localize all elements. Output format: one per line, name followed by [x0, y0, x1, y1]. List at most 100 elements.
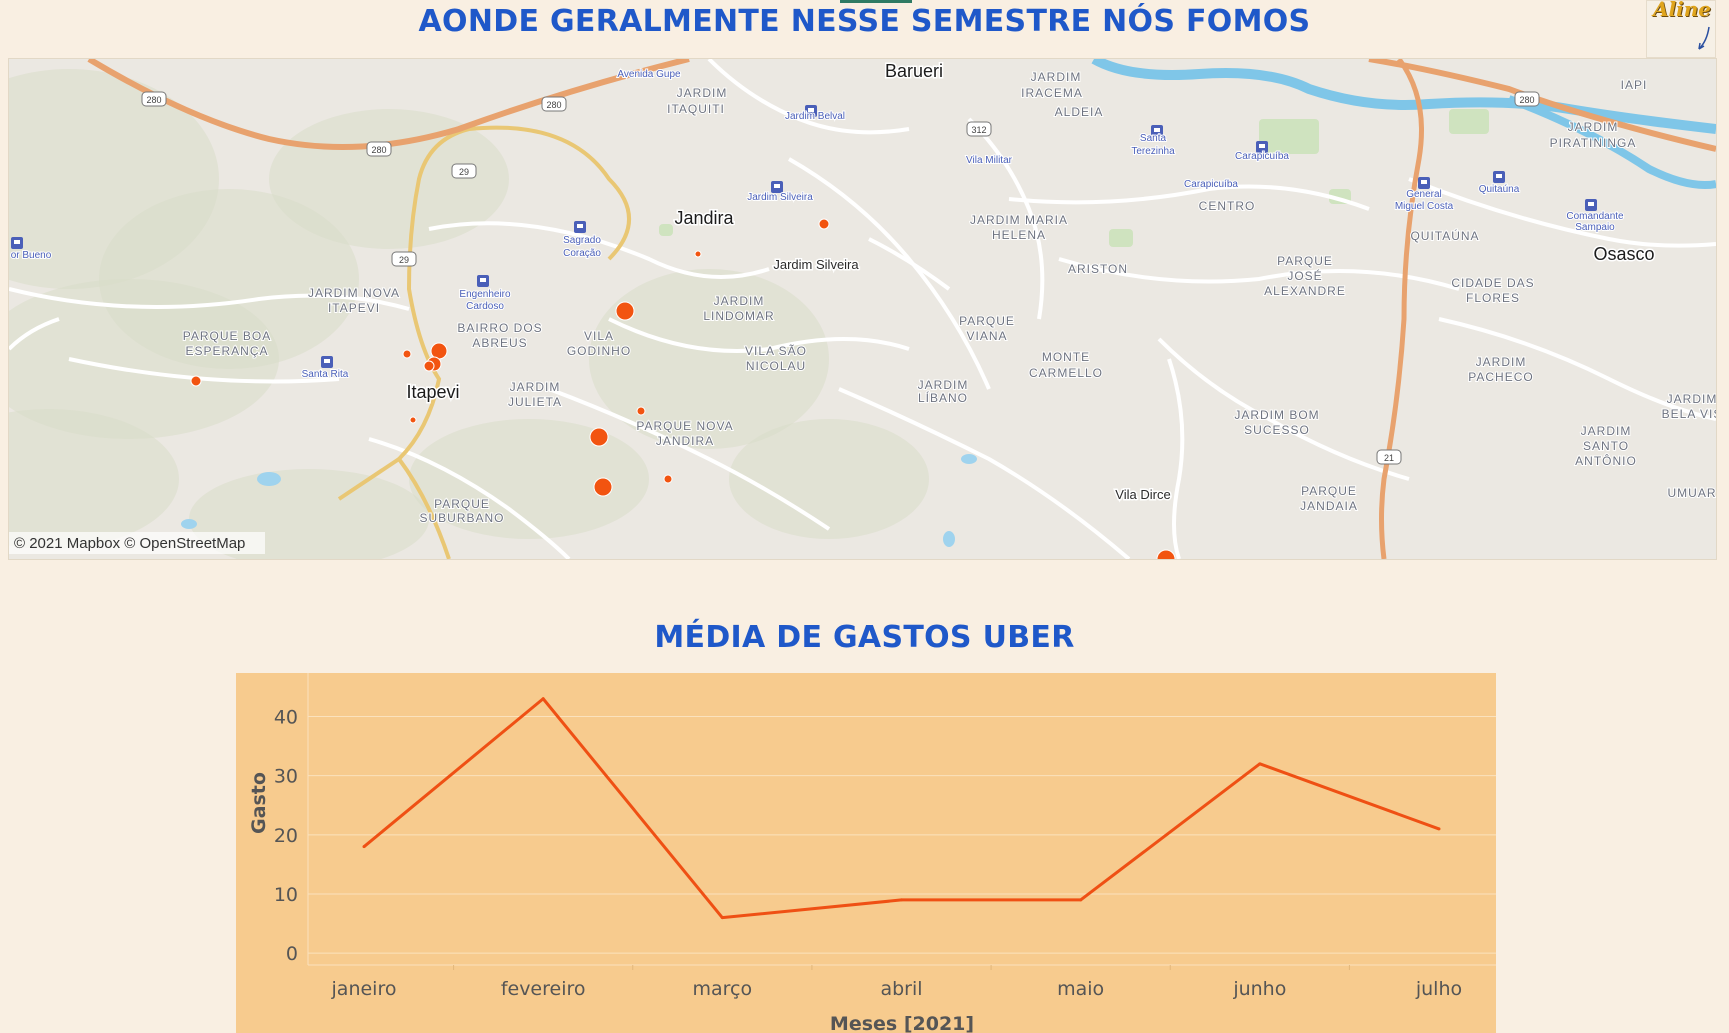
- road-shield: 280: [141, 91, 167, 107]
- x-tick-label: março: [693, 978, 753, 1000]
- data-point: [900, 898, 903, 902]
- map-place-label: ITAPEVI: [328, 301, 380, 315]
- road-shield-box: [1514, 91, 1540, 107]
- map-place-label: SUCESSO: [1244, 423, 1310, 437]
- highway: [1379, 59, 1424, 559]
- road-shield: 312: [966, 121, 992, 137]
- visit-marker[interactable]: [663, 474, 673, 484]
- train-station-icon: [805, 105, 817, 117]
- map-place-label: Cardoso: [466, 301, 504, 312]
- map-place-label: Terezinha: [1131, 146, 1175, 157]
- train-station-icon: [1585, 199, 1597, 211]
- street: [428, 221, 770, 279]
- train-station-icon: [1256, 141, 1268, 153]
- map-place-label: Santa Rita: [302, 369, 349, 380]
- road-shield: 280: [541, 96, 567, 112]
- line-chart: 0 10 20 30 40 Gasto janeiro fevereiro março abril…: [236, 673, 1496, 1033]
- visit-marker[interactable]: [409, 416, 417, 424]
- map-place-label: ALEXANDRE: [1264, 284, 1346, 298]
- map-place-label: IRACEMA: [1021, 86, 1083, 100]
- map-place-label: PARQUE: [1301, 484, 1357, 498]
- park-area: [659, 224, 673, 236]
- arrow-icon: [1698, 26, 1710, 50]
- visit-marker[interactable]: [615, 301, 635, 321]
- avatar[interactable]: Aline: [1646, 0, 1716, 58]
- visit-marker[interactable]: [402, 349, 412, 359]
- y-axis-label: Gasto: [248, 772, 270, 834]
- road-regional: [337, 457, 401, 501]
- visit-marker[interactable]: [589, 427, 609, 447]
- map-place-label: Avenida Gupe: [617, 69, 681, 80]
- map-place-label: HELENA: [992, 228, 1046, 242]
- street: [1157, 337, 1410, 481]
- lake: [943, 531, 955, 547]
- map-place-label: JANDIRA: [656, 434, 714, 448]
- visit-marker[interactable]: [636, 406, 646, 416]
- road-shield: 280: [1514, 91, 1540, 107]
- map-place-label: VILA: [584, 329, 614, 343]
- street: [1167, 358, 1185, 559]
- map-place-label: JARDIM: [1568, 120, 1619, 134]
- map-place-label: Osasco: [1593, 244, 1654, 264]
- chart-title: MÉDIA DE GASTOS UBER: [654, 620, 1075, 655]
- visit-marker[interactable]: [818, 218, 830, 230]
- road-shield: 29: [391, 251, 417, 267]
- data-point: [1437, 827, 1441, 831]
- data-point: [1079, 898, 1083, 902]
- visit-marker[interactable]: [1156, 549, 1176, 559]
- map-place-label: Carapicuíba: [1184, 179, 1238, 190]
- street: [9, 287, 410, 311]
- map-place-label: CENTRO: [1199, 199, 1256, 213]
- visit-marker[interactable]: [423, 360, 435, 372]
- map-place-label: ESPERANÇA: [185, 344, 268, 358]
- map-canvas[interactable]: 280 280 280 29 29 312 280 21 Barueri JARDIM IRACEM…: [9, 59, 1716, 559]
- map-place-label: UMUAR: [1668, 486, 1717, 500]
- x-tick-label: abril: [880, 978, 922, 1000]
- visit-marker[interactable]: [694, 250, 702, 258]
- road-shield-box: [966, 121, 992, 137]
- map-place-label: PARQUE NOVA: [636, 419, 733, 433]
- map-place-label: GODINHO: [567, 344, 631, 358]
- street: [608, 317, 910, 353]
- street: [868, 237, 951, 291]
- park-area: [1259, 119, 1319, 154]
- road-shield-box: [451, 163, 477, 179]
- map-place-label: JARDIM: [1476, 355, 1527, 369]
- terrain-shade: [729, 419, 929, 539]
- road-shield-box: [391, 251, 417, 267]
- map-place-label: VIANA: [966, 329, 1007, 343]
- map[interactable]: 280 280 280 29 29 312 280 21 Barueri JARDIM IRACEM…: [8, 58, 1717, 560]
- data-point: [541, 697, 545, 701]
- road-shield: 29: [451, 163, 477, 179]
- road-shield-label: 280: [546, 100, 561, 110]
- train-station-icon-window: [1588, 202, 1594, 206]
- park-area: [1109, 229, 1133, 247]
- y-tick-label: 10: [274, 884, 298, 906]
- map-title: AONDE GERALMENTE NESSE SEMESTRE NÓS FOMO…: [418, 4, 1311, 39]
- y-tick-label: 0: [286, 943, 298, 965]
- train-station-icon-window: [1421, 180, 1427, 184]
- map-place-label: LÍBANO: [918, 390, 968, 405]
- map-place-label: General: [1406, 189, 1442, 200]
- y-tick-label: 30: [274, 766, 298, 788]
- map-place-label: ANTÔNIO: [1575, 453, 1637, 468]
- terrain-shade: [409, 419, 649, 539]
- map-place-label: Itapevi: [406, 382, 459, 402]
- map-place-label: PARQUE BOA: [183, 329, 271, 343]
- map-place-label: SUBURBANO: [419, 511, 504, 525]
- highway: [1368, 59, 1716, 152]
- map-place-label: PARQUE: [434, 497, 490, 511]
- map-place-label: JARDIM: [714, 294, 765, 308]
- map-place-label: JULIETA: [508, 395, 562, 409]
- visit-marker[interactable]: [190, 375, 202, 387]
- map-place-label: Vila Militar: [966, 155, 1013, 166]
- map-place-label: Engenheiro: [459, 289, 511, 300]
- map-place-label: JOSÉ: [1287, 268, 1322, 283]
- lake: [257, 472, 281, 486]
- map-place-label: CIDADE DAS: [1451, 276, 1534, 290]
- map-place-label: Jardim Silveira: [747, 192, 813, 203]
- visit-marker[interactable]: [593, 477, 613, 497]
- train-station-icon-window: [14, 240, 20, 244]
- train-station-icon-window: [808, 108, 814, 112]
- street: [967, 117, 1045, 320]
